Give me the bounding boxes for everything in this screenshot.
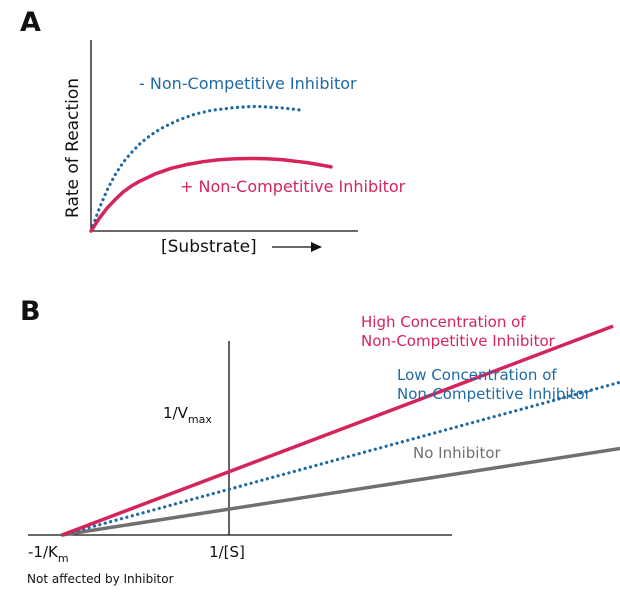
panel-a-series-with-inhibitor [89, 156, 333, 233]
panel-b-legend-no-inhibitor: No Inhibitor [413, 444, 502, 462]
panel-b-x-intercept-label: -1/Km [28, 543, 69, 565]
panel-a-y-label: Rate of Reaction [63, 78, 83, 218]
panel-a-x-arrow [272, 242, 322, 252]
panel-a-letter: A [20, 7, 41, 38]
panel-b-legend-low-concentration: Low Concentration of Non-Competitive Inh… [397, 366, 592, 403]
panel-a-series-without-inhibitor [89, 104, 301, 233]
panel-a: A Rate of Reaction [Substrate] - Non-Com… [20, 7, 406, 257]
panel-b-series-no-inhibitor [61, 446, 620, 537]
panel-a-x-label: [Substrate] [161, 237, 257, 257]
panel-b-series-high-concentration [61, 324, 614, 537]
panel-a-legend-with-inhibitor: + Non-Competitive Inhibitor [180, 177, 406, 196]
panel-b-letter: B [20, 296, 41, 327]
panel-b-legend-high-concentration: High Concentration of Non-Competitive In… [361, 313, 556, 350]
panel-b-note: Not affected by Inhibitor [27, 572, 174, 586]
panel-b: B 1/Vmax 1/[S] -1/Km Not affected by Inh… [20, 296, 620, 586]
panel-b-series-low-concentration [60, 380, 620, 537]
panel-b-x-axis-label: 1/[S] [209, 543, 245, 561]
panel-a-legend-without-inhibitor: - Non-Competitive Inhibitor [139, 74, 357, 93]
panel-b-y-axis-label: 1/Vmax [163, 404, 212, 426]
